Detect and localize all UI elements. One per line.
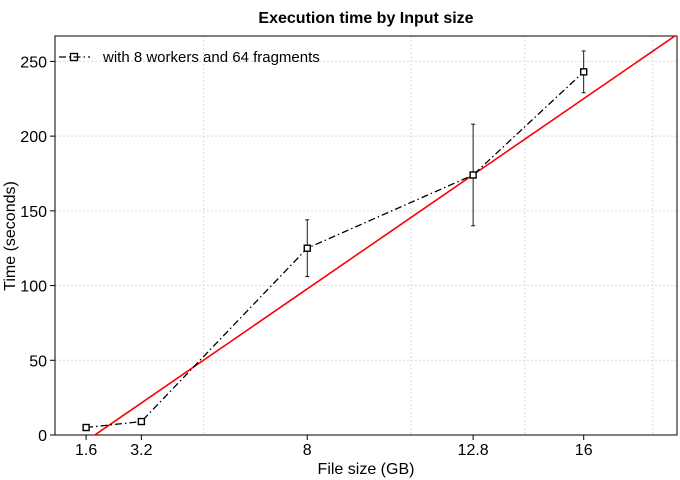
series [82, 50, 588, 432]
legend: with 8 workers and 64 fragments [59, 49, 320, 66]
grid [55, 36, 677, 435]
legend-label: with 8 workers and 64 fragments [102, 49, 320, 66]
x-axis-ticks: 1.6 3.2 8 12.8 16 [75, 435, 593, 459]
data-point-marker [82, 423, 90, 432]
legend-marker [69, 52, 79, 62]
data-point-marker [137, 417, 146, 426]
plot-frame [54, 35, 678, 436]
y-tick-label: 200 [20, 129, 47, 146]
data-point-marker [580, 68, 588, 76]
chart-title: Execution time by Input size [258, 10, 473, 27]
y-tick-label: 100 [20, 279, 47, 296]
x-tick-label: 3.2 [130, 442, 152, 459]
y-axis-label: Time (seconds) [2, 181, 19, 291]
series-line [86, 71, 585, 429]
y-axis-ticks: 0 50 100 150 200 250 [20, 54, 55, 445]
x-tick-label: 12.8 [458, 442, 489, 459]
y-tick-label: 150 [20, 204, 47, 221]
y-tick-label: 0 [38, 428, 47, 445]
x-axis-label: File size (GB) [318, 461, 415, 478]
x-tick-label: 16 [575, 442, 593, 459]
fit-line [93, 36, 677, 435]
data-point-marker [469, 171, 477, 179]
y-tick-label: 250 [20, 54, 47, 71]
data-point-marker [303, 244, 311, 252]
x-tick-label: 8 [303, 442, 312, 459]
x-tick-label: 1.6 [75, 442, 97, 459]
fit-line-path [93, 36, 677, 435]
y-tick-label: 50 [29, 353, 47, 370]
